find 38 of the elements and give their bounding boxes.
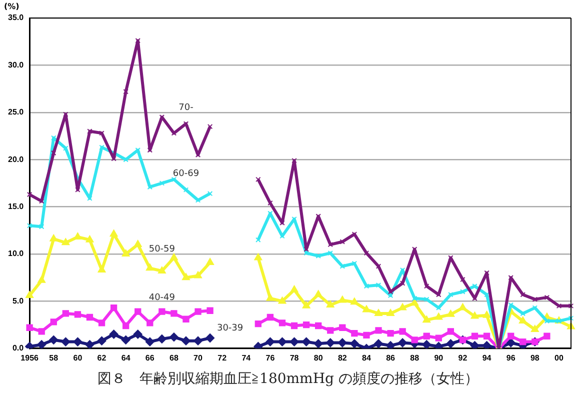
x-tick-label: 82	[338, 353, 348, 362]
x-tick-label: 70	[194, 353, 204, 362]
y-tick-label: 0.0	[12, 344, 24, 353]
y-tick-label: 20.0	[8, 154, 24, 164]
x-tick-label: 72	[218, 353, 228, 362]
y-tick-label: 30.0	[8, 60, 24, 70]
series-label: 30-39	[216, 323, 244, 334]
x-tick-label: 86	[386, 353, 396, 362]
x-tick-label: 80	[314, 353, 324, 362]
y-tick-label: 35.0	[8, 13, 24, 22]
x-tick-label: 60	[73, 353, 83, 362]
series-label: 70-	[178, 103, 194, 114]
x-tick-label: 58	[49, 353, 59, 362]
x-tick-label: 74	[242, 353, 252, 362]
x-tick-label: 66	[145, 353, 155, 362]
y-tick-label: 15.0	[8, 202, 24, 212]
text: 図８ 年齢別収縮期血圧≧180mmHg の頻度の推移（女性）	[96, 370, 480, 388]
x-tick-label: 94	[482, 353, 492, 362]
series-label: 50-59	[148, 244, 176, 254]
x-tick-label: 88	[410, 353, 420, 362]
x-tick-label: 78	[290, 353, 300, 362]
x-tick-label: 1956	[20, 353, 40, 362]
y-tick-label: 5.0	[12, 296, 24, 306]
y-tick-label: 10.0	[8, 249, 24, 258]
y-axis-title: (%)	[4, 2, 20, 12]
x-tick-label: 64	[121, 353, 131, 362]
x-tick-label: 68	[170, 353, 179, 362]
series-label: 40-49	[148, 292, 176, 303]
x-tick-label: 96	[506, 353, 516, 362]
x-tick-label: 92	[458, 353, 468, 362]
x-tick-label: 90	[434, 353, 444, 362]
series-label: 60-69	[172, 169, 200, 180]
x-tick-label: 84	[362, 353, 372, 362]
x-tick-label: 62	[97, 353, 107, 362]
y-tick-label: 25.0	[8, 108, 24, 117]
x-tick-label: 98	[530, 353, 540, 362]
x-tick-label: 76	[266, 353, 276, 362]
x-tick-label: 00	[554, 353, 564, 362]
